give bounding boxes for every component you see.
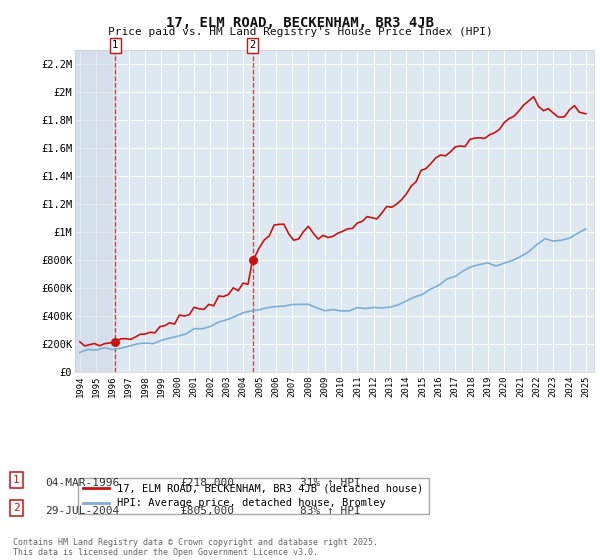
Text: 29-JUL-2004: 29-JUL-2004 [45,506,119,516]
Text: £218,000: £218,000 [180,478,234,488]
Bar [75,50,115,372]
Text: 04-MAR-1996: 04-MAR-1996 [45,478,119,488]
Text: Contains HM Land Registry data © Crown copyright and database right 2025.
This d: Contains HM Land Registry data © Crown c… [13,538,378,557]
Text: £805,000: £805,000 [180,506,234,516]
Text: 2: 2 [13,503,20,513]
Text: 83% ↑ HPI: 83% ↑ HPI [300,506,361,516]
Text: 17, ELM ROAD, BECKENHAM, BR3 4JB: 17, ELM ROAD, BECKENHAM, BR3 4JB [166,16,434,30]
Legend: 17, ELM ROAD, BECKENHAM, BR3 4JB (detached house), HPI: Average price, detached : 17, ELM ROAD, BECKENHAM, BR3 4JB (detach… [77,478,428,514]
Text: 1: 1 [112,40,118,50]
Text: Price paid vs. HM Land Registry's House Price Index (HPI): Price paid vs. HM Land Registry's House … [107,27,493,38]
Text: 2: 2 [250,40,256,50]
Text: 31% ↑ HPI: 31% ↑ HPI [300,478,361,488]
Text: 1: 1 [13,475,20,485]
